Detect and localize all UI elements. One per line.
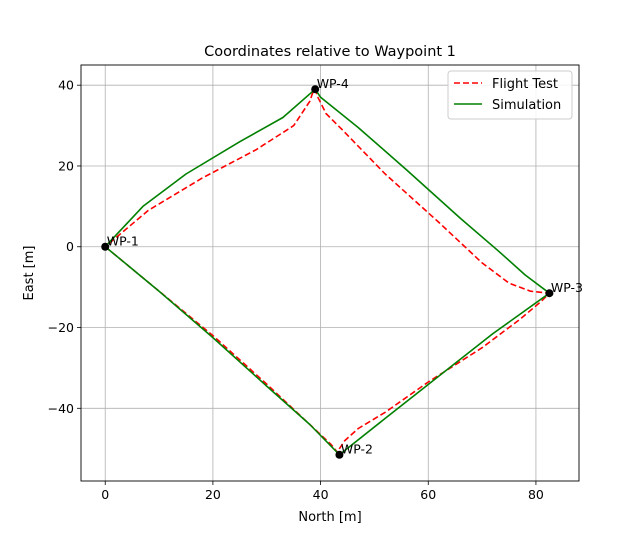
waypoint-marker-wp-2 — [335, 450, 344, 459]
y-tick-label: 40 — [58, 78, 74, 93]
x-axis-label: North [m] — [298, 510, 361, 525]
chart-title: Coordinates relative to Waypoint 1 — [204, 44, 456, 60]
y-tick-label: −40 — [48, 401, 74, 416]
legend-simulation-label: Simulation — [492, 98, 561, 113]
x-tick-label: 40 — [313, 487, 329, 502]
grid — [81, 65, 579, 481]
y-tick-label: 20 — [58, 158, 74, 173]
x-tick-label: 80 — [528, 487, 544, 502]
waypoint-marker-wp-1 — [101, 242, 110, 251]
waypoints-layer: WP-1 WP-2 WP-3 WP-4 — [101, 76, 583, 459]
waypoint-label-wp-2: WP-2 — [341, 442, 373, 457]
x-tick-label: 0 — [101, 487, 109, 502]
legend-flight-test-label: Flight Test — [492, 77, 558, 92]
x-tick-label: 20 — [205, 487, 221, 502]
y-tick-label: −20 — [48, 320, 74, 335]
y-axis-label: East [m] — [22, 246, 37, 301]
legend-box — [447, 70, 573, 120]
series-layer — [104, 88, 551, 456]
series-simulation — [104, 88, 551, 456]
plot-frame — [80, 64, 580, 482]
series-flight-test — [104, 88, 551, 454]
legend: Flight Test Simulation — [447, 70, 573, 120]
waypoint-label-wp-1: WP-1 — [107, 234, 139, 249]
waypoint-label-wp-4: WP-4 — [317, 76, 349, 91]
waypoint-marker-wp-4 — [311, 85, 320, 94]
waypoint-marker-wp-3 — [545, 289, 554, 298]
waypoint-label-wp-3: WP-3 — [551, 280, 583, 295]
x-tick-label: 60 — [420, 487, 436, 502]
axis-ticks: 0 20 40 60 80 −40 −20 0 20 40 — [48, 78, 544, 502]
y-tick-label: 0 — [66, 239, 74, 254]
